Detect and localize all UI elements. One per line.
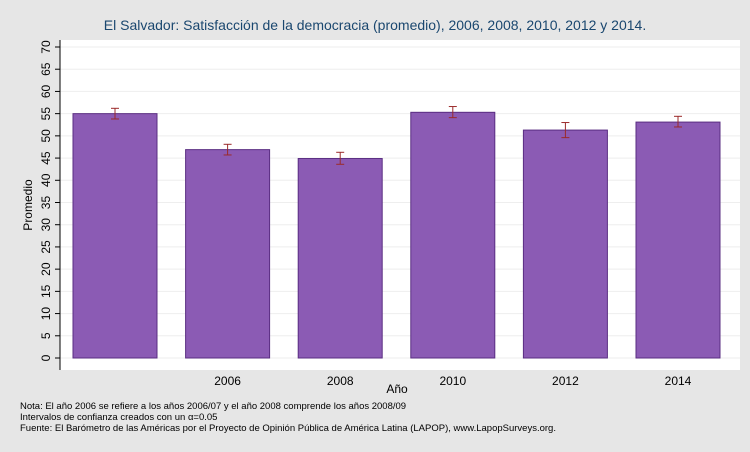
x-tick-label: 2012 xyxy=(552,374,579,388)
y-tick-label: 50 xyxy=(39,129,53,143)
x-tick-label: 2008 xyxy=(327,374,354,388)
y-tick-label: 45 xyxy=(39,151,53,165)
y-tick-label: 30 xyxy=(39,218,53,232)
bar xyxy=(185,149,271,359)
y-tick-label: 25 xyxy=(39,240,53,254)
footnotes: Nota: El año 2006 se refiere a los años … xyxy=(20,401,556,435)
y-tick-label: 10 xyxy=(39,307,53,321)
x-axis-title: Año xyxy=(386,382,408,396)
y-tick-label: 40 xyxy=(39,173,53,187)
y-tick-label: 5 xyxy=(39,332,53,339)
y-tick-label: 35 xyxy=(39,196,53,210)
y-tick-label: 15 xyxy=(39,284,53,298)
gridlines xyxy=(60,46,740,359)
x-axis-ticks: 2006 2008 2010 2012 2014 xyxy=(214,374,691,388)
chart: El Salvador: Satisfacción de la democrac… xyxy=(21,17,740,396)
x-tick-label: 2010 xyxy=(439,374,466,388)
y-axis-title: Promedio xyxy=(21,179,35,231)
x-tick-label: 2006 xyxy=(214,374,241,388)
bar xyxy=(522,129,608,359)
y-axis-ticks: 0 5 10 15 20 25 30 35 40 45 50 55 60 65 70 xyxy=(39,40,60,361)
chart-title: El Salvador: Satisfacción de la democrac… xyxy=(104,17,646,33)
error-bars xyxy=(111,106,682,165)
bar xyxy=(410,111,496,359)
note-line: Intervalos de confianza creados con un α… xyxy=(20,412,218,424)
plot-area xyxy=(60,40,740,370)
y-tick-label: 60 xyxy=(39,84,53,98)
x-tick-label: 2014 xyxy=(665,374,692,388)
bar xyxy=(635,121,721,359)
bars xyxy=(72,111,721,359)
y-tick-label: 65 xyxy=(39,62,53,76)
bar xyxy=(72,113,158,359)
y-tick-label: 70 xyxy=(39,40,53,54)
note-line: Nota: El año 2006 se refiere a los años … xyxy=(20,401,407,412)
y-tick-label: 20 xyxy=(39,262,53,276)
y-tick-label: 0 xyxy=(39,354,53,361)
note-line: Fuente: El Barómetro de las Américas por… xyxy=(20,423,556,435)
bar xyxy=(297,158,383,359)
y-tick-label: 55 xyxy=(39,107,53,121)
